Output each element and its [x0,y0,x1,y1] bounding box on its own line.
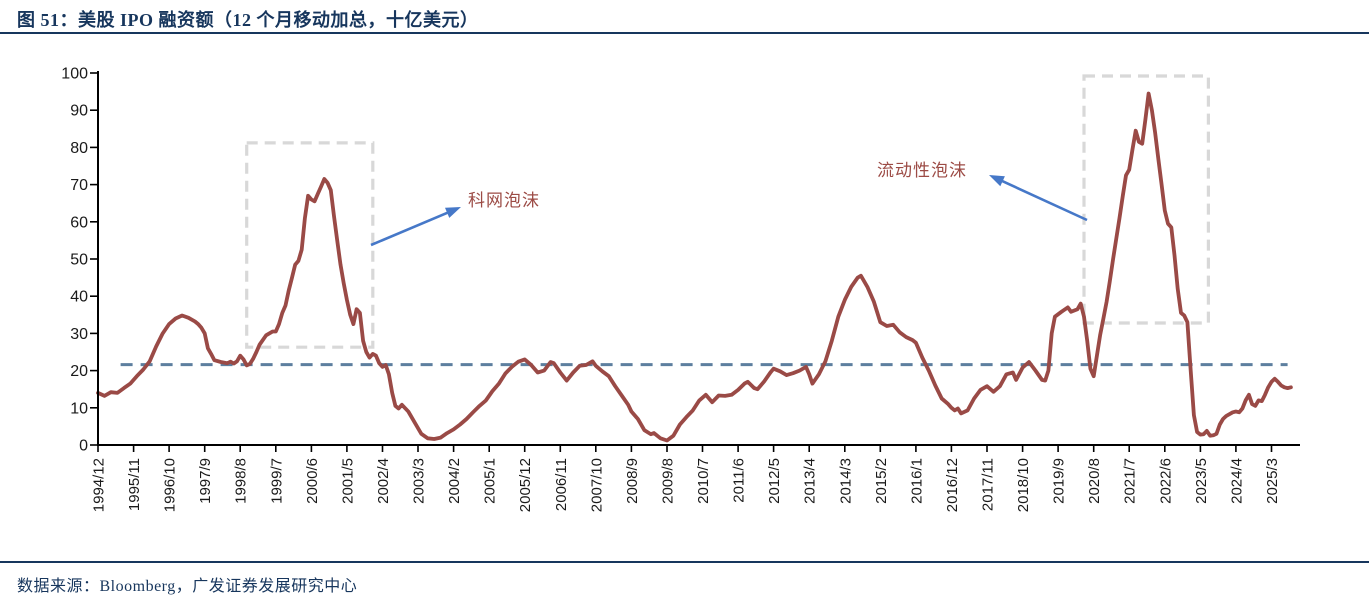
y-tick-label: 50 [70,252,88,269]
x-tick-label: 2006/11 [553,458,570,511]
y-tick-label: 80 [70,140,88,157]
x-tick-label: 2003/3 [411,458,428,504]
title-divider [0,32,1369,34]
annotation-liquidity-bubble: 流动性泡沫 [877,161,967,180]
arrow-head [445,207,461,218]
x-tick-label: 1996/10 [162,458,179,512]
annotation-dotcom-bubble: 科网泡沫 [468,191,540,210]
x-tick-label: 2022/6 [1157,458,1174,504]
x-tick-label: 2005/12 [517,458,534,512]
y-tick-label: 100 [61,66,88,83]
arrow-shaft [998,178,1088,222]
x-tick-label: 2002/4 [375,458,392,504]
x-tick-label: 2019/9 [1051,458,1068,504]
x-tick-label: 2008/9 [624,458,641,504]
ipo-chart: 0 10 20 30 40 50 60 70 80 90 100 1994/12 1995/11 1996… [0,34,1369,559]
x-tick-label: 1997/9 [197,458,214,504]
x-tick-label: 2000/6 [304,458,321,504]
highlight-box-liquidity [1082,74,1211,325]
arrow-head [989,175,1005,187]
x-tick-label: 2014/3 [837,458,854,504]
highlight-box-dotcom [245,141,375,349]
annotation-arrow-dotcom [370,207,461,247]
annotation-arrow-liquidity [989,175,1088,222]
x-tick-label: 2010/7 [695,458,712,504]
y-tick-label: 40 [70,289,88,306]
arrow-shaft [370,210,452,247]
y-tick-label: 90 [70,103,88,120]
x-tick-label: 2013/4 [802,458,819,504]
x-tick-label: 2016/1 [908,458,925,504]
x-tick-label: 2024/4 [1228,458,1245,504]
y-tick-label: 20 [70,363,88,380]
x-tick-label: 2018/10 [1015,458,1032,512]
footer-divider [0,561,1369,563]
x-tick-label: 1999/7 [268,458,285,504]
x-tick-label: 2001/5 [339,458,356,504]
x-tick-label: 2025/3 [1264,458,1281,504]
x-tick-label: 2007/10 [588,458,605,512]
y-tick-label: 30 [70,326,88,343]
x-tick-label: 2012/5 [766,458,783,504]
data-source: 数据来源：Bloomberg，广发证券发展研究中心 [17,578,358,595]
x-tick-label: 2009/8 [660,458,677,504]
y-tick-label: 0 [79,438,88,455]
x-tick-label: 2020/8 [1086,458,1103,504]
x-tick-label: 2015/2 [873,458,890,504]
y-tick-label: 60 [70,214,88,231]
x-tick-label: 2021/7 [1122,458,1139,504]
x-tick-label: 1994/12 [91,458,108,512]
x-tick-label: 2023/5 [1193,458,1210,504]
figure-title: 图 51：美股 IPO 融资额（12 个月移动加总，十亿美元） [17,10,479,30]
ipo-chart-canvas: 0 10 20 30 40 50 60 70 80 90 100 1994/12 1995/11 1996… [61,66,1300,512]
x-tick-label: 2005/1 [482,458,499,504]
x-tick-label: 1998/8 [233,458,250,504]
x-tick-label: 2004/2 [446,458,463,504]
y-tick-label: 70 [70,177,88,194]
y-tick-label: 10 [70,400,88,417]
x-tick-label: 2016/12 [944,458,961,512]
x-tick-label: 2011/6 [731,458,748,503]
ipo-line [96,91,1293,443]
x-tick-label: 2017/11 [980,458,997,511]
x-tick-label: 1995/11 [126,458,143,511]
